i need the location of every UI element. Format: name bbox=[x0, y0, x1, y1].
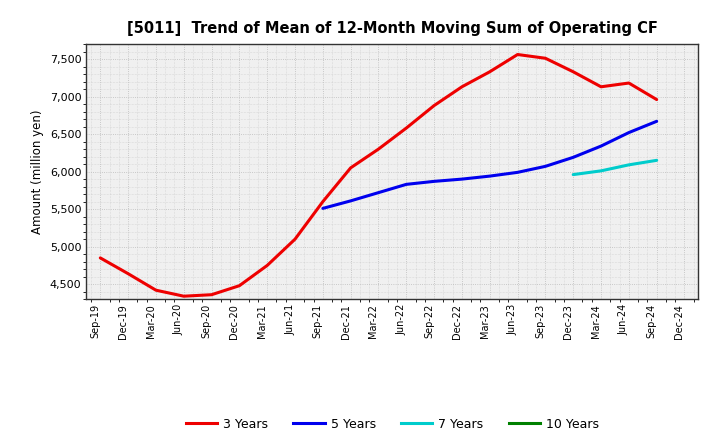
Legend: 3 Years, 5 Years, 7 Years, 10 Years: 3 Years, 5 Years, 7 Years, 10 Years bbox=[181, 413, 604, 436]
3 Years bbox=[374, 147, 383, 152]
5 Years bbox=[402, 182, 410, 187]
Line: 5 Years: 5 Years bbox=[323, 121, 657, 209]
5 Years bbox=[374, 190, 383, 195]
Line: 3 Years: 3 Years bbox=[100, 55, 657, 296]
5 Years bbox=[652, 119, 661, 124]
5 Years bbox=[624, 130, 633, 135]
5 Years bbox=[541, 164, 550, 169]
5 Years bbox=[346, 198, 355, 204]
3 Years bbox=[124, 271, 132, 276]
3 Years bbox=[96, 255, 104, 260]
3 Years bbox=[346, 165, 355, 170]
3 Years bbox=[569, 69, 577, 74]
3 Years bbox=[430, 103, 438, 108]
5 Years bbox=[430, 179, 438, 184]
3 Years bbox=[624, 81, 633, 86]
3 Years bbox=[179, 293, 188, 299]
Line: 7 Years: 7 Years bbox=[573, 160, 657, 175]
Title: [5011]  Trend of Mean of 12-Month Moving Sum of Operating CF: [5011] Trend of Mean of 12-Month Moving … bbox=[127, 21, 658, 36]
3 Years bbox=[318, 199, 327, 204]
3 Years bbox=[597, 84, 606, 89]
Y-axis label: Amount (million yen): Amount (million yen) bbox=[32, 110, 45, 234]
3 Years bbox=[263, 263, 271, 268]
3 Years bbox=[485, 69, 494, 74]
7 Years bbox=[624, 162, 633, 168]
7 Years bbox=[597, 168, 606, 173]
3 Years bbox=[541, 55, 550, 61]
3 Years bbox=[152, 288, 161, 293]
5 Years bbox=[569, 155, 577, 160]
3 Years bbox=[513, 52, 522, 57]
5 Years bbox=[318, 206, 327, 211]
5 Years bbox=[513, 170, 522, 175]
3 Years bbox=[207, 292, 216, 297]
5 Years bbox=[597, 143, 606, 149]
3 Years bbox=[652, 97, 661, 102]
5 Years bbox=[485, 173, 494, 179]
5 Years bbox=[458, 176, 467, 182]
3 Years bbox=[458, 84, 467, 89]
7 Years bbox=[569, 172, 577, 177]
7 Years bbox=[652, 158, 661, 163]
3 Years bbox=[291, 237, 300, 242]
3 Years bbox=[402, 125, 410, 131]
3 Years bbox=[235, 283, 243, 288]
